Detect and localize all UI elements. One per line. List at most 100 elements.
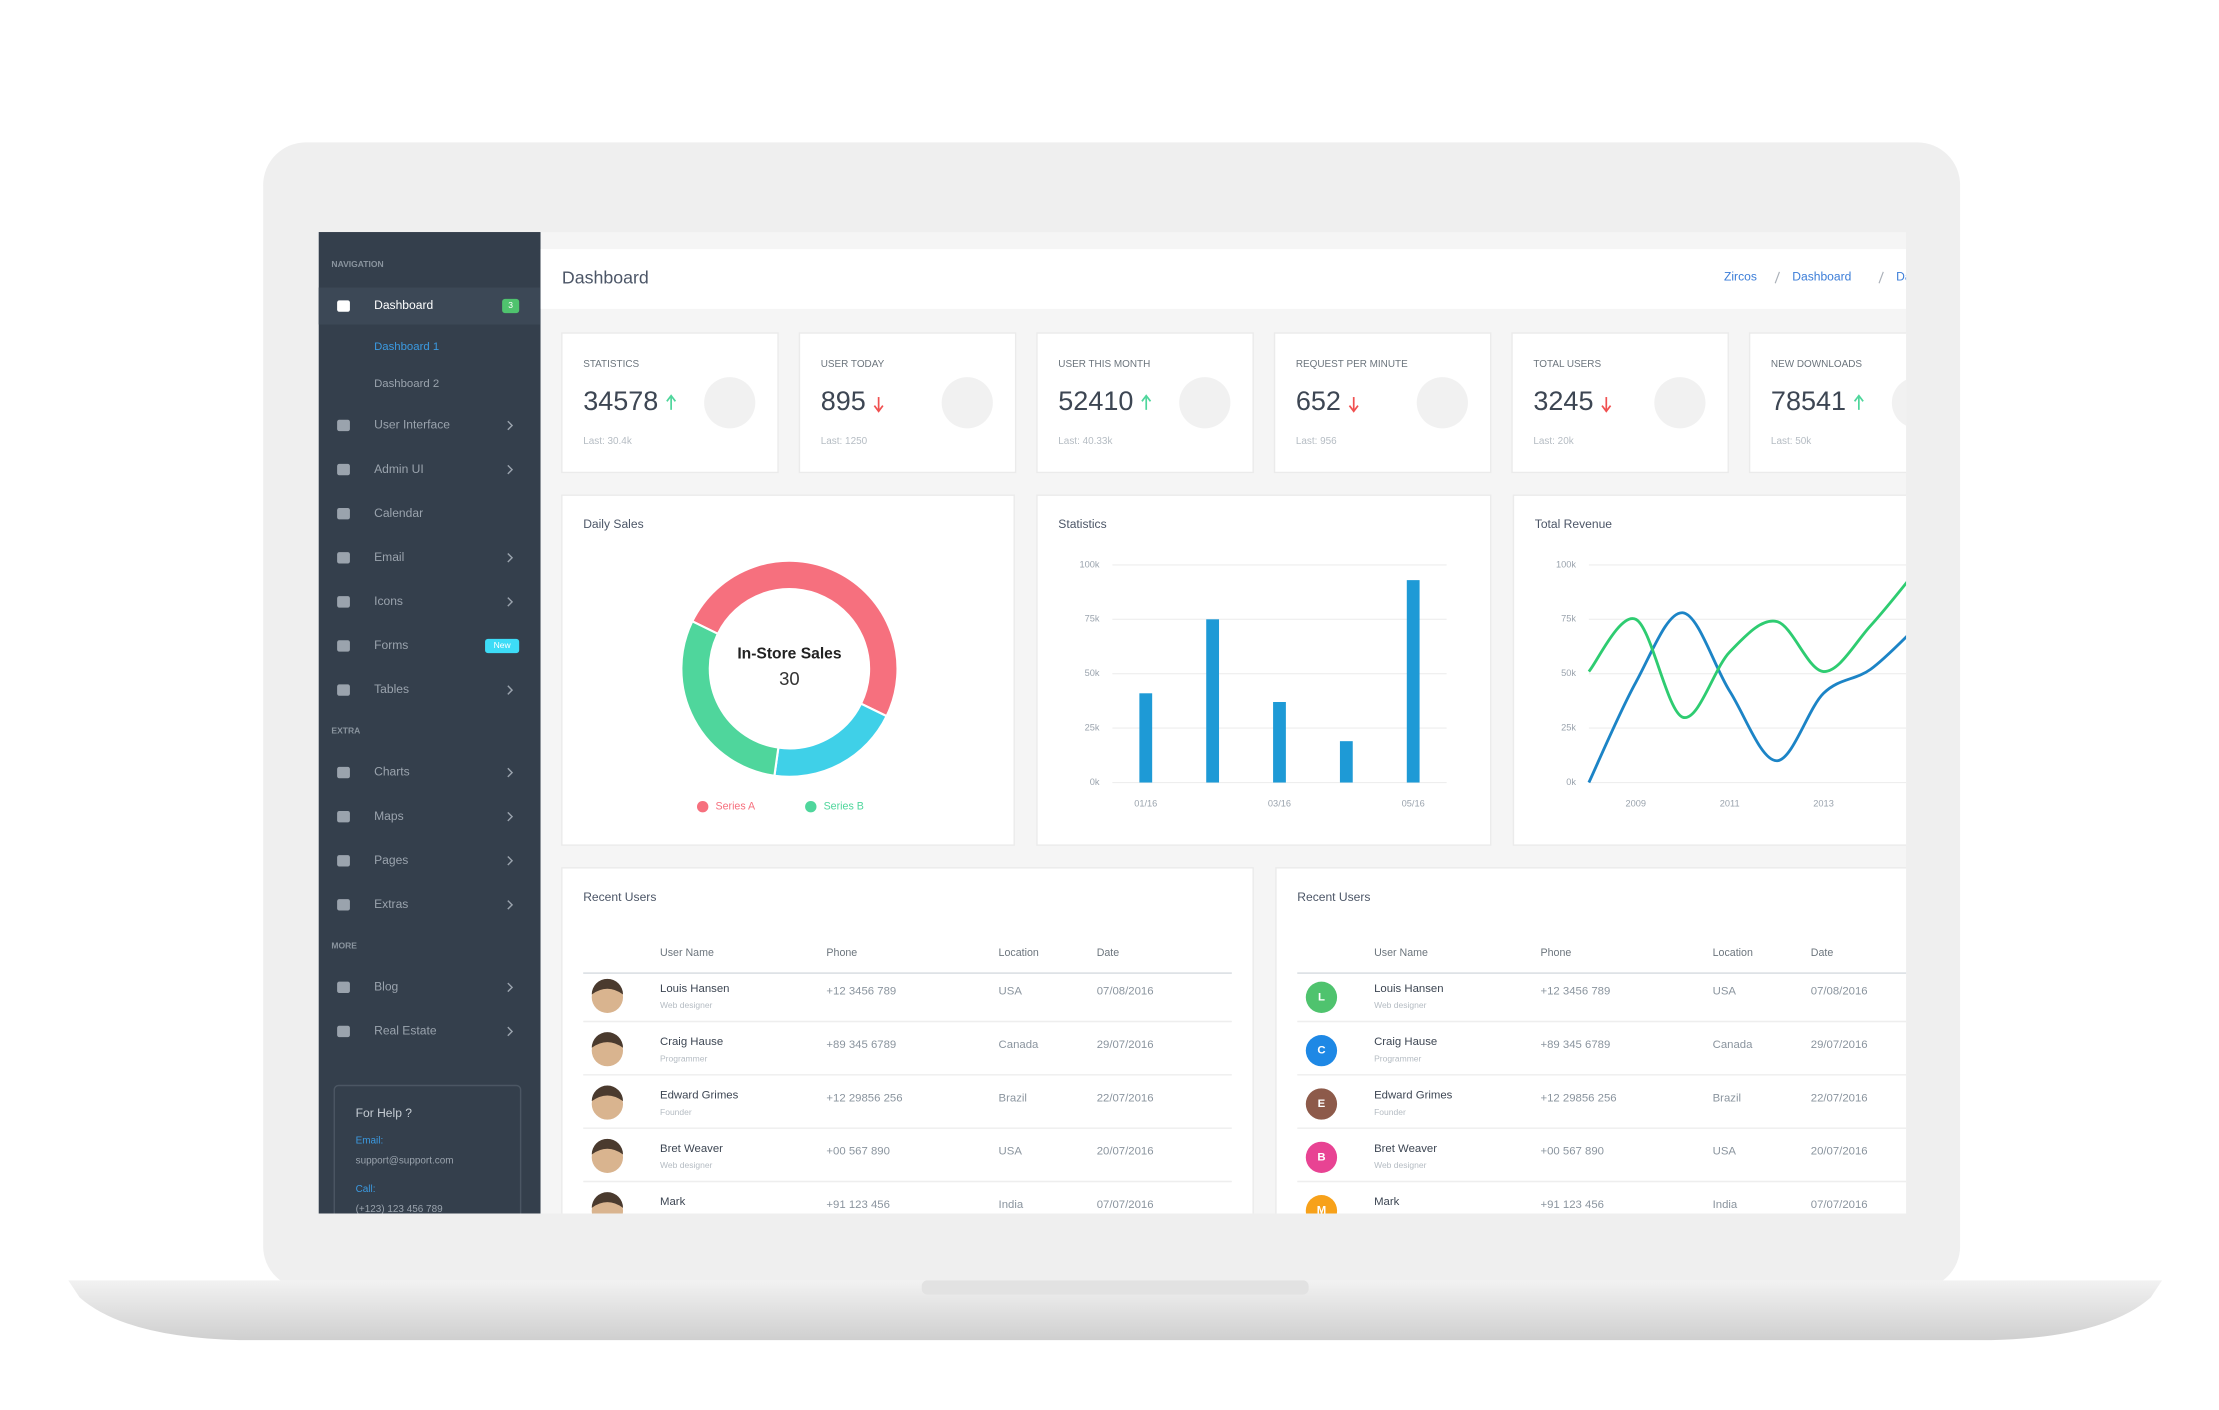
stat-icon — [704, 377, 756, 429]
user-role: Web designer — [660, 1160, 713, 1170]
user-location: Brazil — [999, 1092, 1027, 1104]
stat-label: USER TODAY — [821, 359, 885, 370]
legend-label: Series A — [715, 801, 756, 813]
breadcrumb-separator — [1878, 271, 1884, 284]
user-name: Craig Hause — [1374, 1036, 1437, 1048]
nav-item[interactable]: Real Estate — [374, 1024, 437, 1038]
nav-chevron — [507, 855, 514, 866]
nav-chevron — [507, 685, 514, 695]
nav-icon — [337, 640, 350, 652]
bar — [1273, 701, 1286, 783]
table-header: User Name — [660, 947, 714, 959]
nav-icon — [337, 766, 350, 779]
nav-item[interactable]: User Interface — [374, 418, 450, 432]
table-header: User Name — [1374, 947, 1428, 959]
user-location: India — [999, 1199, 1024, 1211]
nav-section-label: MORE — [331, 940, 357, 950]
nav-item[interactable]: Extras — [374, 897, 408, 911]
avatar — [1305, 1088, 1338, 1120]
avatar — [1305, 1141, 1338, 1173]
nav-badge — [485, 638, 520, 654]
nav-icon — [337, 1025, 350, 1038]
stat-last: Last: 30.4k — [583, 436, 632, 447]
user-role: Web designer — [1374, 1000, 1427, 1010]
nav-subitem[interactable]: Dashboard 1 — [374, 341, 439, 353]
page-title: Dashboard — [562, 268, 649, 288]
y-tick-label: 50k — [1561, 668, 1576, 678]
stat-label: NEW DOWNLOADS — [1771, 359, 1862, 370]
nav-item[interactable]: Calendar — [374, 506, 423, 520]
nav-item[interactable]: Dashboard — [374, 298, 433, 312]
nav-icon — [337, 855, 350, 867]
nav-item[interactable]: Forms — [374, 638, 408, 652]
stat-value: 3245 — [1533, 386, 1593, 416]
user-location: Canada — [1713, 1039, 1753, 1051]
nav-badge-text: New — [494, 640, 512, 650]
sidebar — [318, 232, 541, 1214]
nav-item[interactable]: Blog — [374, 980, 398, 994]
nav-icon — [337, 552, 350, 564]
stat-label: USER THIS MONTH — [1058, 359, 1150, 370]
nav-chevron — [507, 811, 514, 822]
trend-arrow-head — [1141, 394, 1152, 402]
nav-chevron — [507, 767, 514, 778]
user-location: USA — [1713, 1146, 1737, 1158]
nav-icon — [337, 810, 350, 823]
nav-chevron — [507, 1026, 514, 1037]
card — [1748, 332, 1907, 474]
laptop-notch — [921, 1280, 1309, 1295]
avatar-hair — [591, 1138, 624, 1155]
stat-value: 895 — [821, 386, 866, 416]
breadcrumb-link[interactable]: Dashboard 1 — [1896, 270, 1965, 284]
user-role: Web designer — [1374, 1160, 1427, 1170]
nav-item[interactable]: Tables — [374, 682, 409, 696]
laptop-base — [68, 1280, 2163, 1341]
table-header: Location — [1713, 947, 1753, 959]
nav-section-label: NAVIGATION — [331, 259, 383, 269]
nav-chevron — [507, 420, 514, 431]
table-title: Recent Users — [583, 890, 656, 904]
nav-item[interactable]: Email — [374, 550, 404, 564]
user-role: Programmer — [1374, 1053, 1421, 1063]
trend-arrow-head — [873, 405, 884, 413]
trend-arrow-head — [666, 394, 677, 402]
avatar-hair — [591, 1192, 624, 1208]
line-series — [1587, 611, 1907, 784]
legend-marker — [805, 801, 817, 813]
y-tick-label: 75k — [1561, 614, 1576, 624]
user-date: 22/07/2016 — [1811, 1092, 1868, 1104]
y-tick-label: 75k — [1085, 614, 1100, 624]
chart-title: Statistics — [1058, 517, 1106, 531]
x-tick-label: 01/16 — [1134, 798, 1157, 808]
nav-item[interactable]: Charts — [374, 765, 410, 779]
nav-item[interactable]: Maps — [374, 809, 404, 823]
user-phone: +91 123 456 — [1540, 1199, 1604, 1211]
nav-section-label: EXTRA — [331, 726, 360, 736]
help-box — [333, 1084, 522, 1214]
bar — [1206, 619, 1220, 783]
stat-value: 52410 — [1058, 386, 1133, 416]
user-phone: +12 3456 789 — [1540, 986, 1610, 998]
breadcrumb-link[interactable]: Dashboard — [1792, 270, 1851, 284]
avatar-letter: L — [1318, 991, 1325, 1003]
nav-item[interactable]: Icons — [374, 594, 403, 608]
nav-icon — [337, 596, 350, 608]
user-location: USA — [999, 1146, 1023, 1158]
table-header: Date — [1097, 947, 1120, 959]
nav-item[interactable]: Pages — [374, 853, 408, 867]
donut-center-value: 30 — [779, 668, 800, 689]
nav-item[interactable]: Admin UI — [374, 462, 424, 476]
user-location: Canada — [999, 1039, 1039, 1051]
breadcrumb-link[interactable]: Zircos — [1724, 270, 1757, 284]
nav-icon — [337, 300, 350, 312]
donut-segment — [690, 559, 899, 718]
avatar-hair — [591, 1032, 624, 1048]
user-location: Brazil — [1713, 1092, 1741, 1104]
user-phone: +89 345 6789 — [1540, 1039, 1610, 1051]
user-role: Programmer — [660, 1053, 707, 1063]
nav-icon — [337, 463, 350, 476]
nav-subitem[interactable]: Dashboard 2 — [374, 378, 439, 390]
user-location: India — [1713, 1199, 1738, 1211]
nav-chevron — [507, 464, 514, 475]
x-tick-label: 2011 — [1720, 798, 1740, 808]
